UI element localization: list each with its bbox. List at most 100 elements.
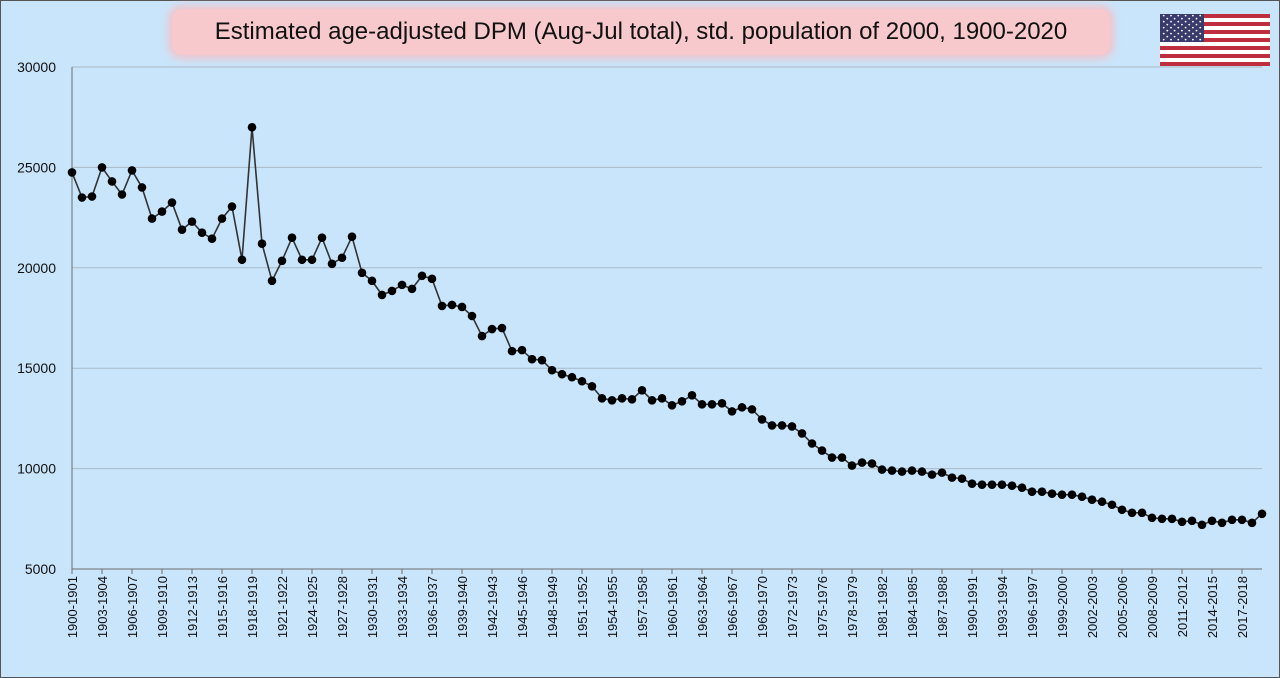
data-point (587, 381, 597, 391)
data-point (737, 403, 747, 412)
y-tick-label: 20000 (17, 260, 56, 276)
x-tick-label: 1939-1940 (455, 576, 470, 638)
data-point (527, 354, 537, 364)
data-point (307, 255, 317, 265)
data-series (67, 122, 1267, 530)
data-point (467, 311, 477, 321)
data-point (187, 217, 197, 226)
data-point (357, 268, 367, 278)
data-point (207, 234, 217, 243)
data-point (927, 470, 937, 479)
data-point (217, 214, 227, 223)
data-point (127, 166, 137, 175)
data-point (107, 177, 117, 186)
x-tick-label: 1930-1931 (365, 576, 380, 638)
x-tick-label: 1954-1955 (605, 576, 620, 638)
data-point (477, 331, 487, 341)
data-point (537, 355, 547, 365)
data-point (447, 300, 457, 310)
data-point (1167, 514, 1177, 524)
x-tick-label: 1918-1919 (245, 576, 260, 638)
data-point (377, 290, 387, 300)
data-point (797, 429, 807, 438)
data-point (607, 396, 617, 405)
data-point (1097, 497, 1107, 507)
data-point (1067, 490, 1077, 500)
data-point (167, 198, 177, 207)
data-point (937, 468, 947, 477)
chart-title-box: Estimated age-adjusted DPM (Aug-Jul tota… (172, 9, 1110, 55)
data-point (337, 253, 347, 263)
x-tick-label: 1990-1991 (965, 576, 980, 638)
data-point (567, 372, 577, 382)
data-point (147, 214, 157, 223)
data-point (667, 401, 677, 410)
x-tick-label: 2008-2009 (1145, 576, 1160, 638)
data-point (277, 256, 287, 266)
x-tick-label: 2002-2003 (1085, 576, 1100, 638)
x-tick-label: 1903-1904 (95, 576, 110, 638)
data-point (97, 163, 107, 172)
data-point (67, 168, 77, 177)
data-point (1197, 520, 1207, 530)
data-point (117, 190, 127, 199)
y-tick-label: 25000 (17, 159, 56, 175)
data-point (1217, 518, 1227, 528)
data-point (1187, 516, 1197, 526)
y-tick-labels: 5000 10000 15000 20000 25000 30000 (17, 59, 56, 577)
x-tick-label: 1966-1967 (725, 576, 740, 638)
x-tick-label: 1906-1907 (125, 576, 140, 638)
data-point (717, 399, 727, 408)
x-tick-label: 1936-1937 (425, 576, 440, 638)
data-point (967, 479, 977, 488)
x-tick-label: 1942-1943 (485, 576, 500, 638)
data-point (597, 394, 607, 403)
x-tick-label: 1975-1976 (815, 576, 830, 638)
data-point (487, 324, 497, 334)
series-line (71, 127, 1263, 526)
data-point (1107, 500, 1117, 510)
data-point (687, 391, 697, 400)
data-point (657, 394, 667, 403)
x-tick-label: 1933-1934 (395, 576, 410, 638)
y-tick-label: 10000 (17, 461, 56, 477)
data-point (177, 225, 187, 234)
x-tick-label: 1948-1949 (545, 576, 560, 638)
data-point (577, 376, 587, 386)
x-tick-label: 1921-1922 (275, 576, 290, 638)
data-point (227, 202, 237, 211)
data-point (627, 395, 637, 404)
data-point (997, 480, 1007, 489)
x-tick-label: 1999-2000 (1055, 576, 1070, 638)
data-point (1077, 492, 1087, 502)
data-point (917, 467, 927, 476)
data-point (397, 280, 407, 290)
data-point (947, 473, 957, 482)
data-point (347, 232, 357, 241)
data-point (287, 233, 297, 242)
data-point (437, 301, 447, 311)
data-point (787, 422, 797, 431)
data-point (1207, 516, 1217, 526)
data-point (1027, 487, 1037, 496)
data-point (427, 274, 437, 284)
data-point (237, 255, 247, 265)
data-point (367, 276, 377, 286)
data-point (1127, 508, 1137, 518)
x-tick-label: 1924-1925 (305, 576, 320, 638)
data-point (907, 466, 917, 475)
data-point (747, 405, 757, 414)
x-tick-label: 2005-2006 (1115, 576, 1130, 638)
data-point (257, 239, 267, 249)
data-point (387, 286, 397, 296)
data-point (877, 465, 887, 474)
x-tick-label: 1993-1994 (995, 576, 1010, 638)
x-tick-label: 1912-1913 (185, 576, 200, 638)
data-point (87, 192, 97, 201)
x-tick-label: 1987-1988 (935, 576, 950, 638)
data-point (977, 480, 987, 489)
x-tick-label: 2011-2012 (1175, 576, 1190, 637)
x-tick-label: 1900-1901 (65, 576, 80, 638)
data-point (767, 421, 777, 430)
data-point (617, 394, 627, 403)
